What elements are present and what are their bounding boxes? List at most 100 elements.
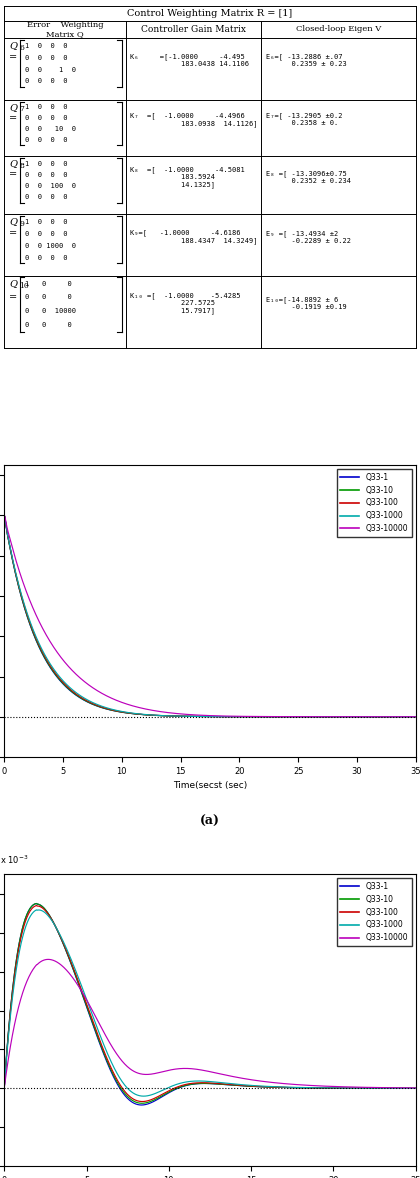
Text: Controller Gain Matrix: Controller Gain Matrix <box>141 25 246 34</box>
Q33-1 <box>265 1080 270 1094</box>
Q33-100 <box>140 1094 145 1108</box>
Q33-1 <box>2 509 7 523</box>
Q33-1000 <box>284 709 289 723</box>
Text: =: = <box>9 230 17 238</box>
Text: 0  0  100  0: 0 0 100 0 <box>25 184 76 190</box>
Q33-10000 <box>323 709 328 723</box>
Line: Q33-10: Q33-10 <box>4 516 416 716</box>
Q33-1000 <box>183 709 188 723</box>
Q33-10 <box>323 709 328 723</box>
Q33-100 <box>323 709 328 723</box>
Q33-10 <box>2 509 7 523</box>
Q33-10000 <box>168 706 173 720</box>
Line: Q33-100: Q33-100 <box>4 516 416 716</box>
Text: =: = <box>9 53 17 62</box>
Q33-1 <box>34 896 39 911</box>
Text: 0   0  10000: 0 0 10000 <box>25 309 76 315</box>
Line: Q33-1: Q33-1 <box>4 904 416 1105</box>
Q33-1000 <box>44 650 49 664</box>
Q33-1000 <box>315 1080 320 1094</box>
Text: E₆=[ -13.2886 ±.07
      0.2359 ± 0.23: E₆=[ -13.2886 ±.07 0.2359 ± 0.23 <box>265 54 346 67</box>
Text: 1  0  0  0: 1 0 0 0 <box>25 161 67 167</box>
Text: K₆     =[-1.0000     -4.495
            183.0438 14.1106: K₆ =[-1.0000 -4.495 183.0438 14.1106 <box>130 54 249 67</box>
Q33-100 <box>168 709 173 723</box>
Q33-1 <box>330 709 335 723</box>
Q33-10000 <box>45 952 50 966</box>
Text: K₈  =[  -1.0000     -4.5081
            183.5924
            14.1325]: K₈ =[ -1.0000 -4.5081 183.5924 14.1325] <box>130 166 244 187</box>
Q33-100 <box>2 509 7 523</box>
Line: Q33-1000: Q33-1000 <box>4 516 416 716</box>
Q33-10000 <box>183 707 188 721</box>
Q33-10000 <box>2 1081 7 1096</box>
Text: K₉=[   -1.0000     -4.6186
            188.4347  14.3249]: K₉=[ -1.0000 -4.6186 188.4347 14.3249] <box>130 230 257 244</box>
Q33-1 <box>44 654 49 668</box>
Q33-1 <box>27 902 32 916</box>
Line: Q33-10: Q33-10 <box>4 904 416 1104</box>
Text: =: = <box>9 171 17 179</box>
Q33-10 <box>44 654 49 668</box>
Text: 0  0  0  0: 0 0 0 0 <box>25 137 67 143</box>
Text: 0   0     0: 0 0 0 <box>25 322 71 327</box>
Q33-10 <box>330 709 335 723</box>
Text: Q: Q <box>9 41 17 51</box>
Q33-100 <box>2 1081 7 1096</box>
Q33-1000 <box>357 1081 362 1096</box>
Q33-1 <box>315 1081 320 1096</box>
Q33-100 <box>242 1079 247 1093</box>
Q33-10 <box>265 1080 270 1094</box>
Text: 0  0   10  0: 0 0 10 0 <box>25 126 76 132</box>
Q33-10000 <box>413 1081 418 1096</box>
X-axis label: Time(secst (sec): Time(secst (sec) <box>173 781 247 790</box>
Text: 9: 9 <box>19 220 24 229</box>
Q33-1000 <box>2 1081 7 1096</box>
Q33-100 <box>34 899 39 913</box>
Q33-10 <box>183 709 188 723</box>
Q33-10000 <box>2 509 7 523</box>
Text: E₉ =[ -13.4934 ±2
      -0.2289 ± 0.22: E₉ =[ -13.4934 ±2 -0.2289 ± 0.22 <box>265 230 351 244</box>
Q33-10 <box>357 1081 362 1096</box>
Text: 7: 7 <box>19 105 24 113</box>
Text: Closed-loop Eigen V: Closed-loop Eigen V <box>296 25 381 33</box>
Q33-1000 <box>330 709 335 723</box>
Text: 8: 8 <box>19 161 24 170</box>
Q33-1000 <box>413 709 418 723</box>
Q33-1000 <box>323 709 328 723</box>
Text: 0  0  0  0: 0 0 0 0 <box>25 254 67 260</box>
Q33-10 <box>315 1081 320 1096</box>
Q33-10000 <box>241 1072 246 1086</box>
Q33-1 <box>168 709 173 723</box>
Q33-100 <box>413 709 418 723</box>
Q33-10000 <box>330 709 335 723</box>
Q33-10 <box>252 1079 257 1093</box>
Q33-1 <box>2 1081 7 1096</box>
Text: 1  0  0  0: 1 0 0 0 <box>25 42 67 49</box>
Q33-1 <box>139 1098 144 1112</box>
Q33-100 <box>284 709 289 723</box>
Q33-10000 <box>27 968 32 982</box>
Q33-10 <box>2 1081 7 1096</box>
Q33-10000 <box>284 709 289 723</box>
Line: Q33-1: Q33-1 <box>4 516 416 716</box>
Line: Q33-100: Q33-100 <box>4 906 416 1101</box>
Text: 6: 6 <box>19 44 24 52</box>
Q33-10 <box>168 709 173 723</box>
Q33-10 <box>284 709 289 723</box>
Q33-10 <box>34 896 39 911</box>
Q33-10000 <box>315 1079 320 1093</box>
Q33-10 <box>27 902 32 916</box>
Text: 0  0  0  0: 0 0 0 0 <box>25 194 67 200</box>
Text: E₁₀=[-14.8892 ± 6
      -0.1919 ±0.19: E₁₀=[-14.8892 ± 6 -0.1919 ±0.19 <box>265 297 346 310</box>
Q33-10000 <box>252 1073 257 1087</box>
Text: 0  0  0  0: 0 0 0 0 <box>25 231 67 237</box>
Q33-100 <box>252 1079 257 1093</box>
Text: 0  0 1000  0: 0 0 1000 0 <box>25 243 76 249</box>
Text: (a): (a) <box>200 815 220 828</box>
Q33-100 <box>330 709 335 723</box>
Text: Q: Q <box>9 217 17 226</box>
Text: K₁₀ =[  -1.0000    -5.4285
            227.5725
            15.7917]: K₁₀ =[ -1.0000 -5.4285 227.5725 15.7917] <box>130 292 240 315</box>
Text: 0  0    1  0: 0 0 1 0 <box>25 67 76 73</box>
Q33-10000 <box>265 1074 270 1088</box>
Text: 0   0     0: 0 0 0 <box>25 294 71 300</box>
Q33-10 <box>413 1081 418 1096</box>
Q33-100 <box>183 709 188 723</box>
